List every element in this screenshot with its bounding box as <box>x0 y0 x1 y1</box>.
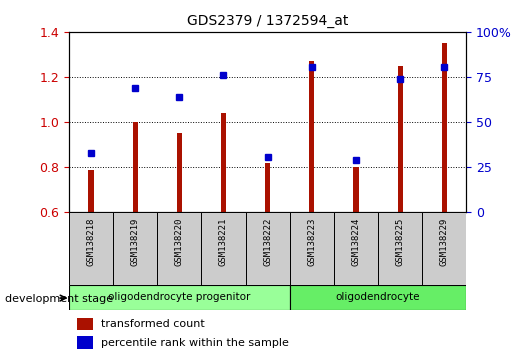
Text: percentile rank within the sample: percentile rank within the sample <box>101 338 288 348</box>
Bar <box>290 285 466 310</box>
Bar <box>398 66 403 212</box>
Bar <box>89 170 94 212</box>
Text: oligodendrocyte: oligodendrocyte <box>336 292 420 302</box>
Text: GSM138229: GSM138229 <box>440 217 449 266</box>
Bar <box>69 212 113 285</box>
Text: GSM138221: GSM138221 <box>219 217 228 266</box>
Text: GSM138225: GSM138225 <box>396 217 404 266</box>
Text: GSM138223: GSM138223 <box>307 217 316 266</box>
Bar <box>378 212 422 285</box>
Bar <box>334 212 378 285</box>
Bar <box>265 163 270 212</box>
Bar <box>354 167 359 212</box>
Bar <box>132 122 138 212</box>
Text: GSM138224: GSM138224 <box>351 217 360 266</box>
Bar <box>245 212 290 285</box>
Bar <box>176 133 182 212</box>
Bar <box>69 285 290 310</box>
Text: GSM138220: GSM138220 <box>175 217 184 266</box>
Bar <box>441 43 447 212</box>
Bar <box>290 212 334 285</box>
Bar <box>113 212 157 285</box>
Bar <box>77 336 93 349</box>
Bar <box>157 212 201 285</box>
Bar <box>422 212 466 285</box>
Text: development stage: development stage <box>5 294 113 304</box>
Text: GSM138219: GSM138219 <box>131 217 139 266</box>
Title: GDS2379 / 1372594_at: GDS2379 / 1372594_at <box>187 14 348 28</box>
Text: oligodendrocyte progenitor: oligodendrocyte progenitor <box>108 292 251 302</box>
Bar <box>201 212 245 285</box>
Bar <box>221 113 226 212</box>
Text: transformed count: transformed count <box>101 319 205 329</box>
Bar <box>309 61 314 212</box>
Bar <box>77 318 93 330</box>
Text: GSM138222: GSM138222 <box>263 217 272 266</box>
Text: GSM138218: GSM138218 <box>86 217 95 266</box>
